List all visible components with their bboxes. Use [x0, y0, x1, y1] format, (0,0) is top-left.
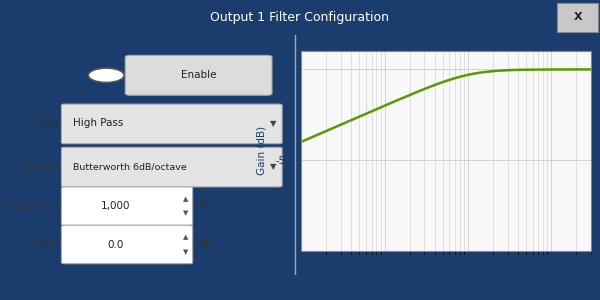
- FancyBboxPatch shape: [557, 3, 598, 32]
- Text: ▼: ▼: [270, 119, 277, 128]
- Text: dB: dB: [199, 239, 212, 250]
- Text: High Pass: High Pass: [73, 118, 124, 128]
- Text: ▲: ▲: [183, 196, 188, 202]
- Text: Butterworth 6dB/octave: Butterworth 6dB/octave: [73, 162, 187, 171]
- Y-axis label: Gain (dB): Gain (dB): [257, 126, 267, 176]
- X-axis label: Frequency (Hz): Frequency (Hz): [407, 273, 485, 283]
- FancyBboxPatch shape: [125, 56, 272, 95]
- Text: Hz: Hz: [199, 201, 212, 211]
- FancyBboxPatch shape: [61, 225, 193, 264]
- FancyBboxPatch shape: [61, 147, 282, 187]
- FancyBboxPatch shape: [61, 187, 193, 225]
- Text: Frequency: Frequency: [5, 201, 58, 211]
- Text: 0.0: 0.0: [107, 239, 124, 250]
- Text: ▼: ▼: [183, 249, 188, 255]
- Text: Gain: Gain: [34, 239, 58, 250]
- Text: Enable: Enable: [181, 70, 217, 80]
- Text: Family: Family: [25, 161, 58, 172]
- Text: ▲: ▲: [183, 234, 188, 240]
- FancyBboxPatch shape: [61, 104, 282, 144]
- Text: ▼: ▼: [183, 210, 188, 216]
- Text: 1,000: 1,000: [100, 201, 130, 211]
- Text: Type: Type: [35, 118, 58, 128]
- Circle shape: [88, 68, 124, 83]
- Text: Output 1 Filter Configuration: Output 1 Filter Configuration: [211, 11, 389, 24]
- Text: X: X: [574, 12, 582, 22]
- Text: ▼: ▼: [270, 162, 277, 171]
